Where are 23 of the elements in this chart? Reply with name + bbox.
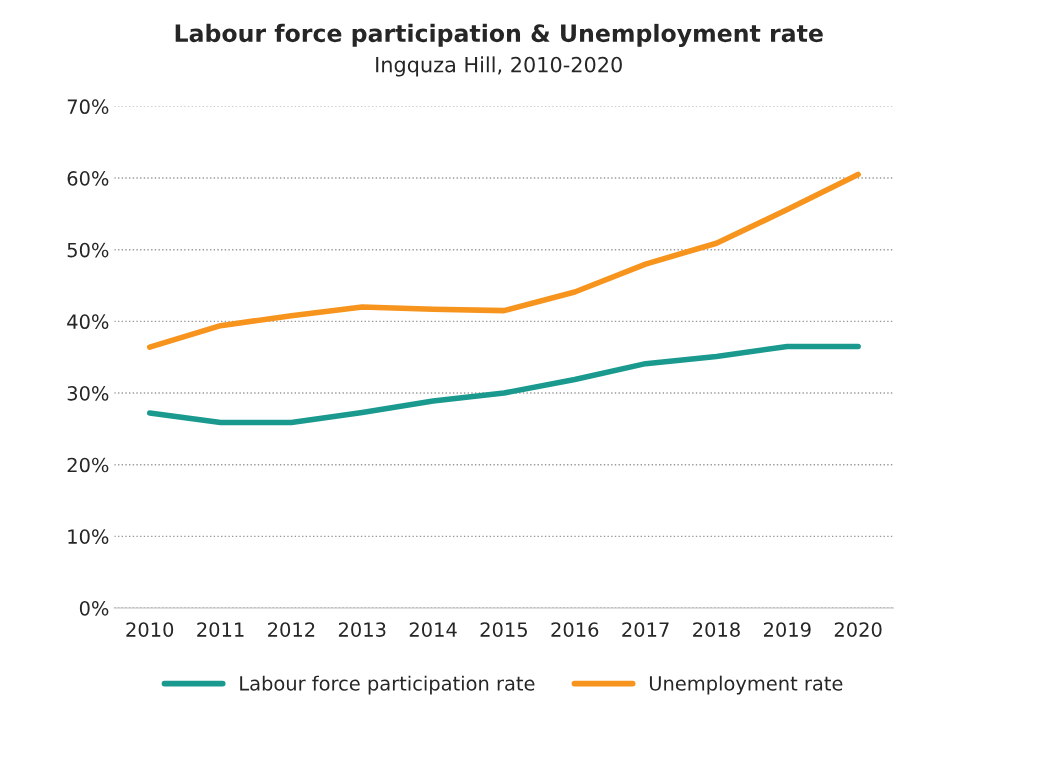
y-tick-label: 50% — [67, 242, 109, 258]
y-tick-label: 10% — [68, 529, 109, 545]
y-tick-label: 30% — [67, 385, 109, 401]
legend-label: Unemployment rate — [649, 675, 843, 695]
legend-label: Labour force participation rate — [240, 675, 535, 695]
chart-title: Labour force participation & Unemployment rate — [175, 23, 823, 47]
x-tick-label: 2010 — [126, 622, 174, 637]
x-tick-label: 2012 — [268, 622, 315, 637]
x-tick-label: 2017 — [622, 622, 669, 637]
x-tick-label: 2019 — [763, 622, 811, 637]
x-tick-label: 2018 — [693, 622, 740, 637]
y-tick-label: 0% — [79, 600, 109, 616]
x-tick-label: 2020 — [834, 622, 882, 637]
chart-subtitle: Ingquza Hill, 2010-2020 — [376, 56, 622, 77]
x-tick-label: 2015 — [480, 622, 527, 637]
y-tick-label: 20% — [67, 457, 109, 473]
y-tick-label: 60% — [67, 171, 109, 186]
x-tick-label: 2014 — [409, 622, 457, 637]
y-tick-label: 40% — [67, 314, 109, 330]
x-tick-label: 2013 — [338, 622, 386, 637]
x-tick-label: 2011 — [197, 622, 244, 637]
y-tick-label: 70% — [67, 99, 109, 115]
x-tick-label: 2016 — [551, 622, 599, 637]
